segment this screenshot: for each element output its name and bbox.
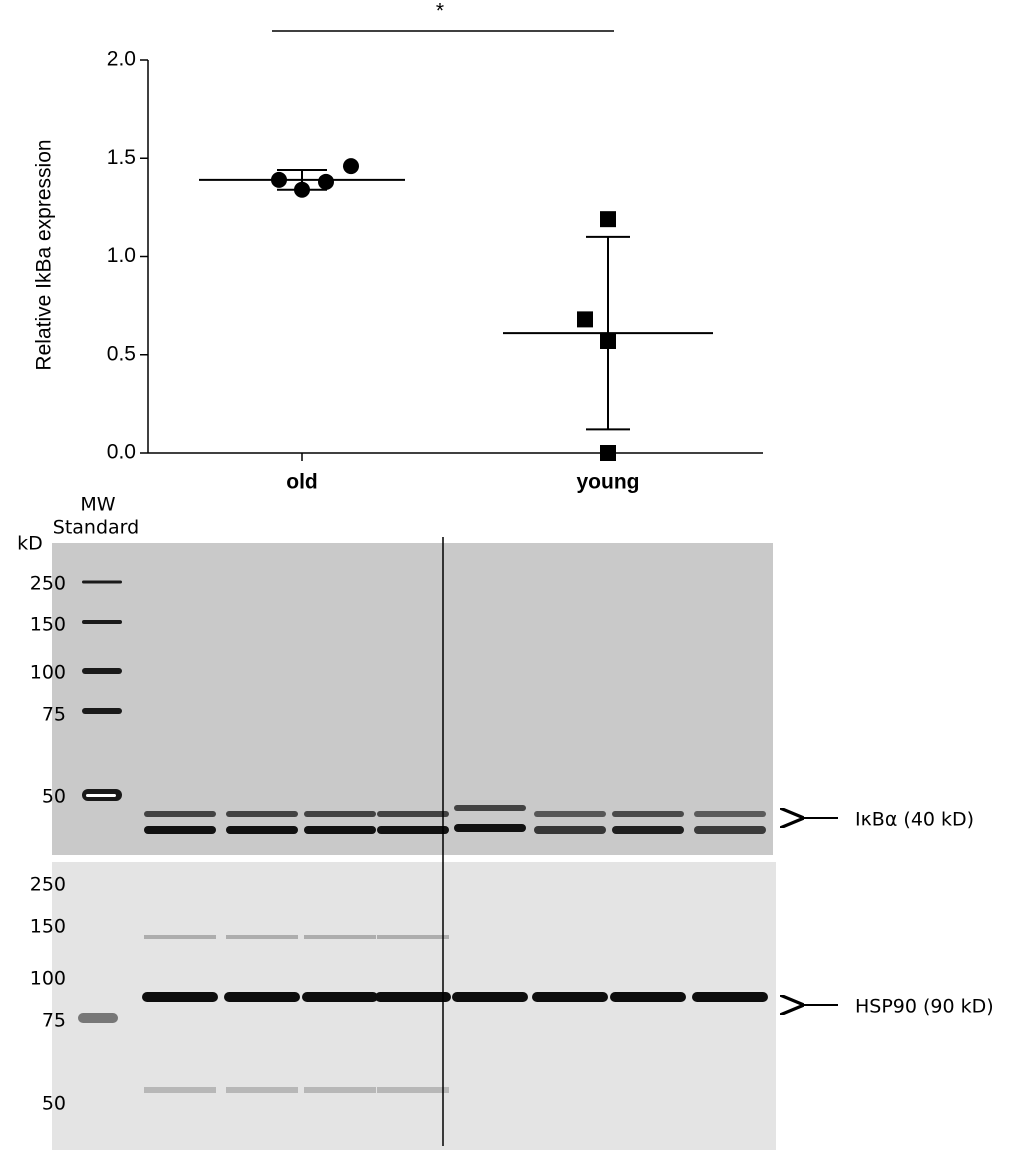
significance-star: * — [436, 0, 444, 23]
band-hsp90 — [142, 992, 218, 1002]
band-lower — [612, 826, 684, 834]
faint-band — [304, 935, 376, 939]
band-lower — [226, 826, 298, 834]
mw-marker-label: 50 — [42, 1093, 66, 1115]
band-upper — [304, 811, 376, 817]
band-upper — [144, 811, 216, 817]
data-point — [343, 158, 359, 175]
band-hsp90 — [610, 992, 686, 1002]
y-tick-label: 0.0 — [107, 441, 136, 464]
y-tick-label: 1.0 — [107, 244, 136, 267]
band-label: IκBα (40 kD) — [855, 809, 974, 831]
faint-band — [144, 935, 216, 939]
band-label: HSP90 (90 kD) — [855, 996, 994, 1018]
mw-marker-label: 50 — [42, 786, 66, 808]
y-axis-label: Relative IkBa expression — [33, 139, 56, 370]
band-upper — [534, 811, 606, 817]
band-upper — [694, 811, 766, 817]
band-lower — [534, 826, 606, 834]
y-tick-label: 2.0 — [107, 48, 136, 71]
band-hsp90 — [375, 992, 451, 1002]
blot-lower — [52, 862, 776, 1150]
mw-marker-label: 150 — [30, 614, 66, 636]
mw-label: MW — [80, 494, 115, 516]
faint-band — [226, 1087, 298, 1093]
x-tick-label: old — [286, 471, 318, 494]
y-tick-label: 1.5 — [107, 146, 136, 169]
data-point — [577, 311, 593, 328]
mw-marker-label: 250 — [30, 573, 66, 595]
mw-marker-label: 75 — [42, 704, 66, 726]
band-lower — [304, 826, 376, 834]
band-hsp90 — [532, 992, 608, 1002]
unit-label: kD — [17, 533, 43, 555]
mw-marker-label: 100 — [30, 968, 66, 990]
data-point — [318, 173, 334, 190]
ladder-band — [82, 668, 122, 674]
band-lower — [454, 824, 526, 832]
band-lower — [144, 826, 216, 834]
faint-band — [226, 935, 298, 939]
ladder-band — [82, 708, 122, 714]
band-hsp90 — [224, 992, 300, 1002]
blot-upper — [52, 543, 773, 855]
faint-band — [144, 1087, 216, 1093]
band-hsp90 — [452, 992, 528, 1002]
band-hsp90 — [692, 992, 768, 1002]
mw-marker-label: 100 — [30, 662, 66, 684]
mw-marker-label: 75 — [42, 1010, 66, 1032]
band-upper — [612, 811, 684, 817]
data-point — [600, 211, 616, 228]
bands — [78, 580, 768, 1093]
data-point — [600, 445, 616, 461]
ladder-band — [82, 580, 122, 584]
faint-band — [377, 935, 449, 939]
faint-band — [304, 1087, 376, 1093]
mw-marker-label: 250 — [30, 874, 66, 896]
band-upper — [377, 811, 449, 817]
standard-label: Standard — [53, 517, 139, 539]
band-lower — [694, 826, 766, 834]
band-upper — [454, 805, 526, 811]
band-lower — [377, 826, 449, 834]
mw-marker-label: 150 — [30, 916, 66, 938]
x-tick-label: young — [577, 471, 640, 494]
faint-band — [377, 1087, 449, 1093]
ladder-band — [78, 1013, 118, 1023]
ladder-band — [82, 620, 122, 624]
y-tick-label: 0.5 — [107, 342, 136, 365]
band-upper — [226, 811, 298, 817]
ladder-band-core — [86, 794, 116, 797]
band-hsp90 — [302, 992, 378, 1002]
